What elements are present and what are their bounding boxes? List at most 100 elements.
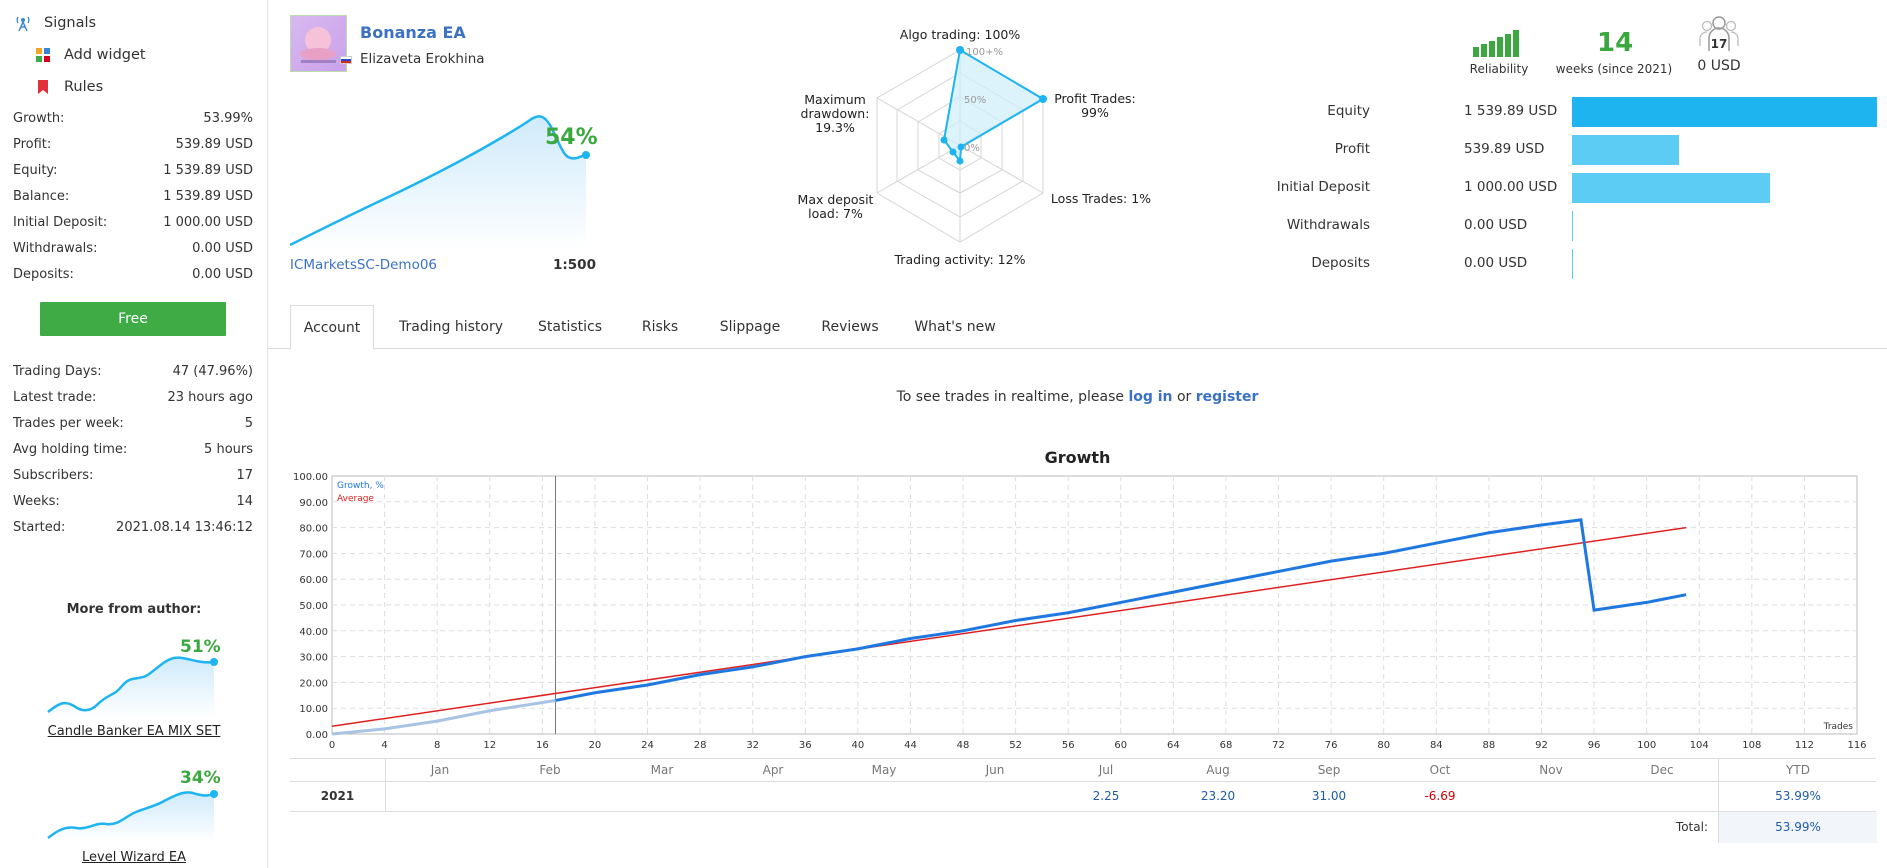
month-value: 23.20 xyxy=(1200,789,1236,803)
stat-value: 5 hours xyxy=(204,442,253,457)
series-growth-line-history xyxy=(331,698,556,736)
sidebar: Signals Add widget Rules Free More from … xyxy=(0,0,268,868)
month-header: Oct xyxy=(1429,763,1451,777)
ea-name-link[interactable]: Bonanza EA xyxy=(360,23,466,42)
realtime-notice: To see trades in realtime, please log in… xyxy=(896,389,1259,405)
x-tick-label: 16 xyxy=(536,740,549,751)
signal-tower-icon xyxy=(14,14,32,32)
y-tick-label: 90.00 xyxy=(299,498,328,509)
broker-server[interactable]: ICMarketsSC-Demo06 xyxy=(290,257,438,273)
month-header: Sep xyxy=(1317,763,1341,777)
series-growth-line xyxy=(555,518,1687,702)
x-tick-label: 112 xyxy=(1795,740,1814,751)
x-tick-label: 92 xyxy=(1535,740,1548,751)
balance-bar-value: 0.00 USD xyxy=(1464,217,1528,233)
x-tick-label: 32 xyxy=(746,740,759,751)
stat-label: Growth: xyxy=(13,111,65,126)
author-signal-link[interactable]: Level Wizard EA xyxy=(81,850,187,865)
activity-row: Trading Days: 47 (47.96%) xyxy=(13,364,253,384)
x-tick-label: 0 xyxy=(329,740,335,751)
x-tick-label: 76 xyxy=(1325,740,1338,751)
tab-statistics[interactable]: Statistics xyxy=(538,319,602,335)
sidebar-item-signals[interactable]: Signals xyxy=(14,12,96,34)
author-signal-sparkline[interactable] xyxy=(46,640,221,718)
balance-bar xyxy=(1572,135,1679,165)
author-signal-sparkline[interactable] xyxy=(46,772,221,842)
tab-trading-history[interactable]: Trading history xyxy=(399,319,503,335)
stat-value: 14 xyxy=(236,494,253,509)
activity-row: Subscribers: 17 xyxy=(13,468,253,488)
table-divider xyxy=(290,758,1876,759)
stat-label: Equity: xyxy=(13,163,58,178)
y-tick-label: 20.00 xyxy=(299,678,328,689)
radar-scale-label: 100+% xyxy=(966,47,1003,58)
sidebar-item-add-widget[interactable]: Add widget xyxy=(34,44,146,66)
y-tick-label: 0.00 xyxy=(306,730,328,741)
ytd-value: 53.99% xyxy=(1775,789,1821,803)
month-value: -6.69 xyxy=(1424,789,1456,803)
x-tick-label: 52 xyxy=(1009,740,1022,751)
register-link[interactable]: register xyxy=(1195,389,1259,405)
growth-sparkline[interactable] xyxy=(290,105,590,250)
y-tick-label: 50.00 xyxy=(299,601,328,612)
stat-value: 47 (47.96%) xyxy=(172,364,253,379)
stat-label: Balance: xyxy=(13,189,70,204)
stat-label: Avg holding time: xyxy=(13,442,128,457)
tab-slippage[interactable]: Slippage xyxy=(719,319,781,335)
x-tick-label: 116 xyxy=(1847,740,1866,751)
x-tick-label: 72 xyxy=(1272,740,1285,751)
activity-row: Weeks: 14 xyxy=(13,494,253,514)
stat-value: 1 539.89 USD xyxy=(163,163,253,178)
balance-bar-label: Deposits xyxy=(1311,255,1370,271)
tab-risks[interactable]: Risks xyxy=(641,319,679,335)
activity-row: Latest trade: 23 hours ago xyxy=(13,390,253,410)
tab-whats-new[interactable]: What's new xyxy=(914,319,996,335)
stat-value: 2021.08.14 13:46:12 xyxy=(116,520,253,535)
balance-bar-value: 1 000.00 USD xyxy=(1464,179,1558,195)
stat-label: Withdrawals: xyxy=(13,241,98,256)
radar-label-algo: Algo trading: 100% xyxy=(899,27,1021,42)
widget-icon xyxy=(34,46,52,64)
sidebar-item-rules[interactable]: Rules xyxy=(34,76,103,98)
y-tick-label: 10.00 xyxy=(299,704,328,715)
radar-scale-label: 0% xyxy=(964,143,980,154)
reliability-label: Reliability xyxy=(1469,62,1529,76)
author-signal-link[interactable]: Candle Banker EA MIX SET xyxy=(47,724,221,739)
month-header: Nov xyxy=(1539,763,1563,777)
year-cell: 2021 xyxy=(320,789,355,803)
radar-label-activity: Trading activity: 12% xyxy=(894,252,1026,267)
author-name[interactable]: Elizaveta Erokhina xyxy=(360,51,485,67)
radar-label-deposit-load: Max deposit load: 7% xyxy=(797,192,874,221)
tab-account[interactable]: Account xyxy=(290,305,374,350)
ea-avatar[interactable] xyxy=(290,15,347,72)
x-tick-label: 12 xyxy=(483,740,496,751)
free-subscribe-button[interactable]: Free xyxy=(40,302,226,336)
radar-label-loss-trades: Loss Trades: 1% xyxy=(1050,191,1152,206)
x-tick-label: 68 xyxy=(1220,740,1233,751)
radar-label-drawdown: Maximum drawdown: 19.3% xyxy=(800,92,870,135)
login-link[interactable]: log in xyxy=(1128,389,1173,405)
subscribers-count: 17 xyxy=(1711,37,1728,51)
tab-reviews[interactable]: Reviews xyxy=(821,319,879,335)
author-signal-growth: 34% xyxy=(180,768,221,788)
russia-flag-icon xyxy=(340,56,352,64)
stat-label: Subscribers: xyxy=(13,468,94,483)
x-tick-label: 44 xyxy=(904,740,917,751)
balance-bar xyxy=(1572,173,1771,203)
x-tick-label: 100 xyxy=(1637,740,1656,751)
x-axis-label: Trades xyxy=(1823,722,1854,732)
x-tick-label: 40 xyxy=(851,740,864,751)
ytd-header: YTD xyxy=(1786,763,1810,777)
x-tick-label: 84 xyxy=(1430,740,1443,751)
legend-average: Average xyxy=(337,494,374,504)
table-divider xyxy=(290,781,1876,782)
stat-row: Deposits: 0.00 USD xyxy=(13,267,253,287)
month-value: 2.25 xyxy=(1092,789,1120,803)
month-value: 31.00 xyxy=(1311,789,1347,803)
stat-value: 17 xyxy=(236,468,253,483)
y-tick-label: 70.00 xyxy=(299,549,328,560)
stat-label: Started: xyxy=(13,520,66,535)
total-label: Total: xyxy=(1675,820,1708,834)
balance-bar-value: 539.89 USD xyxy=(1464,141,1545,157)
stat-value: 5 xyxy=(244,416,253,431)
